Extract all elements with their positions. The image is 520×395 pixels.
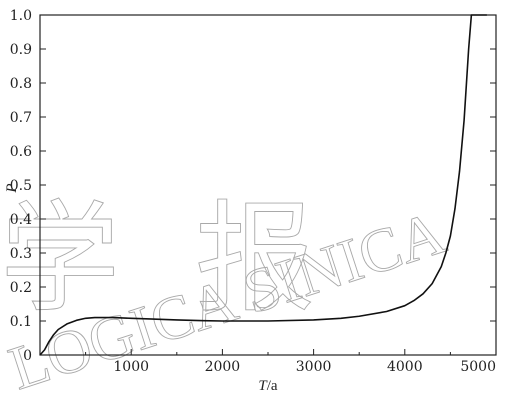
y-axis-title: P (4, 183, 20, 193)
series-group (39, 14, 487, 356)
y-tick-label: 0.4 (10, 212, 32, 228)
x-tick-label: 4000 (387, 359, 423, 375)
x-tick-label: 2000 (205, 359, 241, 375)
x-axis-title: T/a (258, 378, 278, 394)
watermark-chars: 学报 (0, 193, 390, 326)
y-tick-label: 0.1 (10, 314, 32, 330)
x-tick-label: 1000 (113, 359, 149, 375)
y-axis-ticks: 0.1 0.2 0.3 0.4 0.5 0.6 0.7 0.8 0.9 1.0 (10, 8, 496, 330)
y-tick-label: 1.0 (10, 8, 32, 24)
x-axis-title-unit: /a (267, 378, 278, 394)
x-axis-ticks: 1000 2000 3000 4000 5000 (39, 349, 497, 375)
y-tick-label: 0.8 (10, 76, 32, 92)
y-tick-label: 0.5 (10, 178, 32, 194)
y-tick-label: 0.7 (10, 110, 32, 126)
y-axis-zero-label: 0 (23, 348, 32, 364)
y-tick-label: 0.2 (10, 280, 32, 296)
y-tick-label: 0.6 (10, 144, 32, 160)
x-tick-label: 5000 (460, 359, 496, 375)
y-tick-label: 0.9 (10, 42, 32, 58)
x-axis-title-var: T (258, 378, 268, 394)
x-tick-label: 3000 (296, 359, 332, 375)
series-line (39, 14, 487, 356)
y-tick-label: 0.3 (10, 246, 32, 262)
